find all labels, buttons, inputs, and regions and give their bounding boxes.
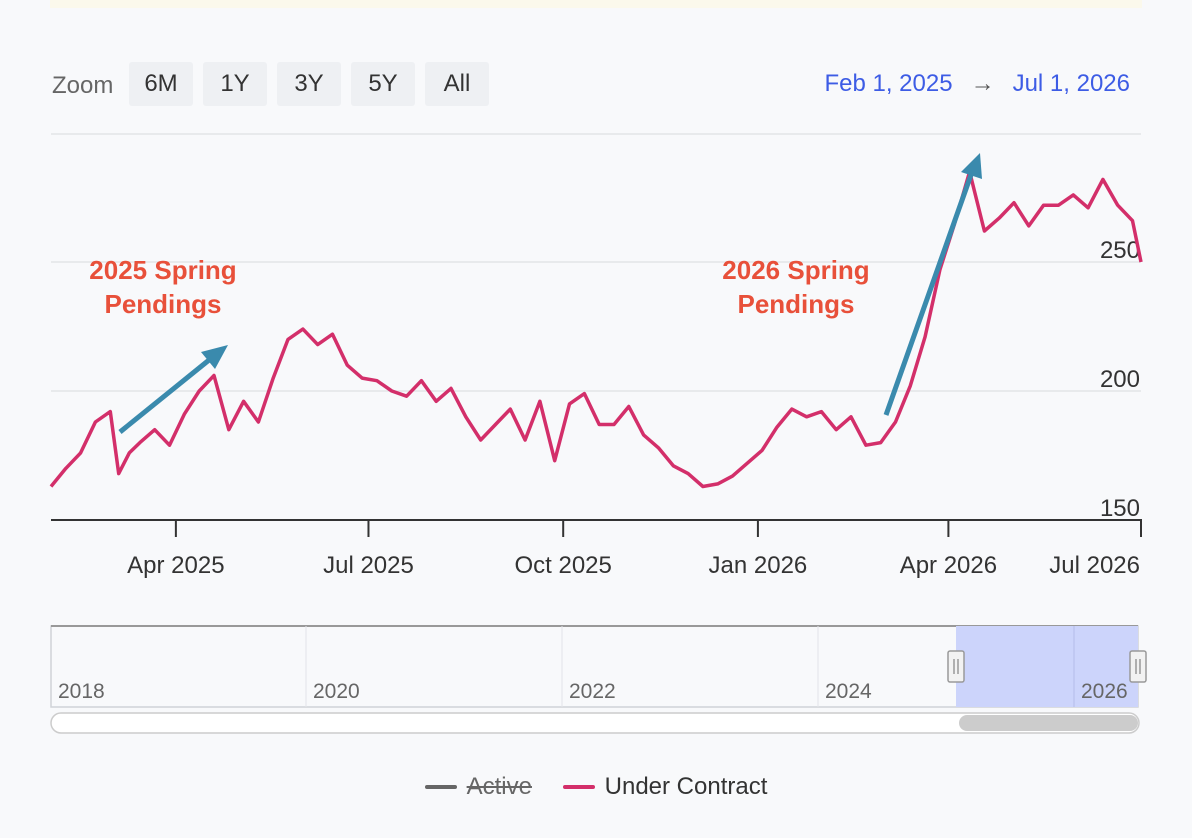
x-axis: Apr 2025 Jul 2025 Oct 2025 Jan 2026 Apr 2026…	[51, 519, 1142, 579]
navigator-handle-right[interactable]	[1129, 650, 1147, 683]
legend-item-under-contract[interactable]: Under Contract	[562, 773, 768, 801]
x-tick-label: Apr 2025	[127, 552, 224, 579]
navigator-selection[interactable]	[956, 626, 1138, 707]
range-to-input[interactable]: Jul 1, 2026	[1012, 70, 1130, 97]
legend-swatch-under-contract	[562, 785, 595, 789]
x-tick-label: Jul 2025	[323, 552, 414, 579]
zoom-5y-button[interactable]: 5Y	[351, 62, 415, 106]
scrollbar-track[interactable]	[50, 712, 1140, 734]
navigator-year-label: 2024	[825, 680, 872, 703]
top-strip	[50, 0, 1142, 8]
navigator-year-label: 2026	[1081, 680, 1128, 703]
arrow-right-head	[961, 153, 982, 179]
date-range: Feb 1, 2025 → Jul 1, 2026	[824, 70, 1130, 98]
legend-label-active: Active	[466, 773, 532, 800]
y-tick-label: 150	[1100, 495, 1140, 522]
annotation-right: 2026 Spring Pendings	[722, 153, 982, 416]
annotation-left-line1: 2025 Spring	[89, 255, 236, 285]
zoom-all-button[interactable]: All	[425, 62, 489, 106]
zoom-3y-button[interactable]: 3Y	[277, 62, 341, 106]
zoom-label: Zoom	[52, 72, 114, 99]
annotation-left: 2025 Spring Pendings	[89, 255, 237, 434]
x-tick-label: Jul 2026	[1049, 552, 1140, 579]
annotation-right-line2: Pendings	[737, 289, 854, 319]
annotation-right-line1: 2026 Spring	[722, 255, 869, 285]
zoom-6m-button[interactable]: 6M	[129, 62, 193, 106]
range-from-input[interactable]: Feb 1, 2025	[824, 70, 953, 97]
range-selector: Zoom 6M 1Y 3Y 5Y All Feb 1, 2025 → Jul 1, …	[52, 62, 1142, 108]
arrow-left	[118, 354, 216, 434]
legend-item-active[interactable]: Active	[424, 773, 532, 801]
navigator-year-label: 2018	[58, 680, 105, 703]
arrow-right	[883, 171, 975, 416]
legend-label-under-contract: Under Contract	[604, 773, 768, 800]
x-tick-label: Apr 2026	[900, 552, 997, 579]
y-tick-label: 250	[1100, 237, 1140, 264]
under-contract-line[interactable]	[49, 169, 1143, 489]
arrow-left-head	[201, 345, 228, 369]
y-tick-label: 200	[1100, 366, 1140, 393]
x-tick-label: Oct 2025	[514, 552, 611, 579]
navigator-year-label: 2020	[313, 680, 360, 703]
navigator-year-label: 2022	[569, 680, 616, 703]
x-tick-label: Jan 2026	[709, 552, 808, 579]
navigator-handle-left[interactable]	[947, 650, 965, 683]
annotation-left-line2: Pendings	[104, 289, 221, 319]
zoom-1y-button[interactable]: 1Y	[203, 62, 267, 106]
legend: Active Under Contract	[0, 768, 1192, 801]
range-arrow-icon: →	[970, 70, 995, 97]
y-axis: 150 200 250	[1100, 237, 1140, 522]
chart-area: 150 200 250 Apr 2025 Jul 2025 Oct 2025 Jan 20…	[49, 133, 1147, 734]
navigator: 2018 2020 2022 2024 2026	[50, 625, 1147, 734]
legend-swatch-active	[424, 785, 457, 789]
scrollbar-thumb[interactable]	[959, 715, 1138, 731]
grid-lines	[51, 133, 1141, 392]
